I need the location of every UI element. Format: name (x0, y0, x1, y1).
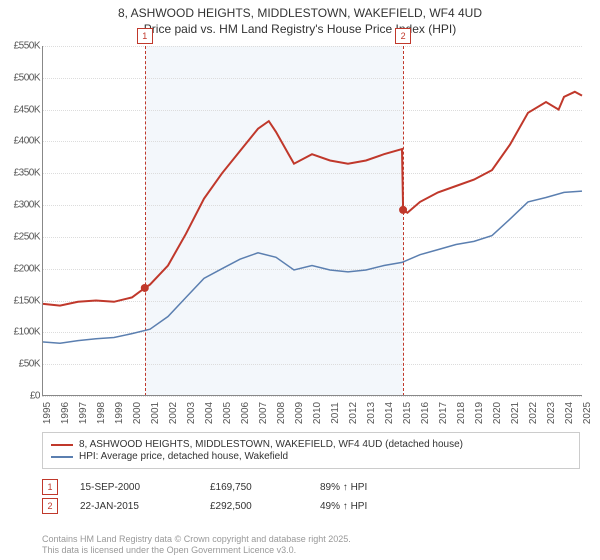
x-tick-label: 1998 (96, 402, 107, 424)
x-tick-label: 2021 (510, 402, 521, 424)
y-tick-label: £100K (4, 327, 40, 338)
x-axis (42, 395, 582, 396)
chart-title: 8, ASHWOOD HEIGHTS, MIDDLESTOWN, WAKEFIE… (0, 0, 600, 22)
x-tick-label: 2000 (132, 402, 143, 424)
series-property (42, 92, 582, 306)
y-tick-label: £550K (4, 41, 40, 52)
legend-label-hpi: HPI: Average price, detached house, Wake… (79, 451, 288, 462)
x-tick-label: 2006 (240, 402, 251, 424)
y-tick-label: £450K (4, 104, 40, 115)
legend-item-property: 8, ASHWOOD HEIGHTS, MIDDLESTOWN, WAKEFIE… (51, 439, 571, 450)
x-tick-label: 2024 (564, 402, 575, 424)
x-tick-label: 2014 (384, 402, 395, 424)
y-tick-label: £500K (4, 72, 40, 83)
x-tick-label: 2020 (492, 402, 503, 424)
y-tick-label: £250K (4, 231, 40, 242)
sale-row-hpi: 89% ↑ HPI (320, 482, 367, 493)
x-tick-label: 2025 (582, 402, 593, 424)
legend-label-property: 8, ASHWOOD HEIGHTS, MIDDLESTOWN, WAKEFIE… (79, 439, 463, 450)
sale-dot (141, 284, 149, 292)
x-tick-label: 2013 (366, 402, 377, 424)
sale-row-price: £292,500 (210, 501, 320, 512)
sale-row-hpi: 49% ↑ HPI (320, 501, 367, 512)
sale-marker-tag: 2 (395, 28, 411, 44)
legend: 8, ASHWOOD HEIGHTS, MIDDLESTOWN, WAKEFIE… (42, 432, 580, 469)
sale-row-price: £169,750 (210, 482, 320, 493)
x-tick-label: 2010 (312, 402, 323, 424)
x-tick-label: 2004 (204, 402, 215, 424)
x-tick-label: 2015 (402, 402, 413, 424)
sale-table: 1 15-SEP-2000£169,75089% ↑ HPI 2 22-JAN-201… (42, 476, 562, 517)
plot-area: £0£50K£100K£150K£200K£250K£300K£350K£400… (42, 46, 582, 396)
x-tick-label: 1995 (42, 402, 53, 424)
sale-row-tag: 1 (42, 479, 58, 495)
footer-line2: This data is licensed under the Open Gov… (42, 545, 351, 556)
x-tick-label: 1997 (78, 402, 89, 424)
line-svg (42, 46, 582, 396)
sale-dot (399, 206, 407, 214)
x-tick-label: 2005 (222, 402, 233, 424)
x-tick-label: 2012 (348, 402, 359, 424)
x-tick-label: 2011 (330, 402, 341, 424)
chart-container: 8, ASHWOOD HEIGHTS, MIDDLESTOWN, WAKEFIE… (0, 0, 600, 560)
x-tick-label: 2022 (528, 402, 539, 424)
x-tick-label: 2007 (258, 402, 269, 424)
y-tick-label: £350K (4, 168, 40, 179)
x-tick-label: 2003 (186, 402, 197, 424)
sale-row-tag: 2 (42, 498, 58, 514)
y-tick-label: £50K (4, 359, 40, 370)
sale-row: 1 15-SEP-2000£169,75089% ↑ HPI (42, 479, 562, 495)
legend-swatch-hpi (51, 456, 73, 458)
legend-swatch-property (51, 444, 73, 446)
sale-row: 2 22-JAN-2015£292,50049% ↑ HPI (42, 498, 562, 514)
y-tick-label: £400K (4, 136, 40, 147)
x-tick-label: 2008 (276, 402, 287, 424)
x-tick-label: 1996 (60, 402, 71, 424)
chart-subtitle: Price paid vs. HM Land Registry's House … (0, 22, 600, 36)
x-tick-label: 2002 (168, 402, 179, 424)
x-tick-label: 2009 (294, 402, 305, 424)
footer-line1: Contains HM Land Registry data © Crown c… (42, 534, 351, 545)
y-tick-label: £200K (4, 263, 40, 274)
x-tick-label: 2023 (546, 402, 557, 424)
x-tick-label: 2018 (456, 402, 467, 424)
series-hpi (42, 191, 582, 343)
x-tick-label: 2016 (420, 402, 431, 424)
x-tick-label: 2001 (150, 402, 161, 424)
footer: Contains HM Land Registry data © Crown c… (42, 534, 351, 556)
y-tick-label: £0 (4, 391, 40, 402)
y-axis (42, 46, 43, 396)
y-tick-label: £150K (4, 295, 40, 306)
y-tick-label: £300K (4, 200, 40, 211)
sale-row-date: 15-SEP-2000 (80, 482, 210, 493)
legend-item-hpi: HPI: Average price, detached house, Wake… (51, 451, 571, 462)
x-tick-label: 1999 (114, 402, 125, 424)
x-tick-label: 2017 (438, 402, 449, 424)
sale-marker-tag: 1 (137, 28, 153, 44)
x-tick-label: 2019 (474, 402, 485, 424)
sale-row-date: 22-JAN-2015 (80, 501, 210, 512)
